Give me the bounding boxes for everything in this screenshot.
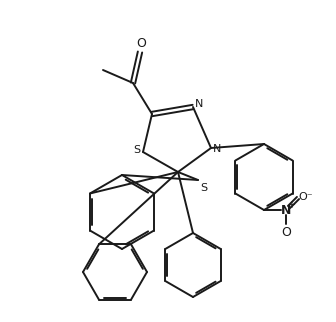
Text: S: S <box>200 183 207 193</box>
Text: +: + <box>287 200 295 210</box>
Text: N: N <box>281 204 291 216</box>
Text: S: S <box>133 145 140 155</box>
Text: N: N <box>213 144 221 154</box>
Text: O: O <box>281 225 291 239</box>
Text: O⁻: O⁻ <box>299 192 313 202</box>
Text: O: O <box>136 37 146 50</box>
Text: N: N <box>195 99 203 109</box>
